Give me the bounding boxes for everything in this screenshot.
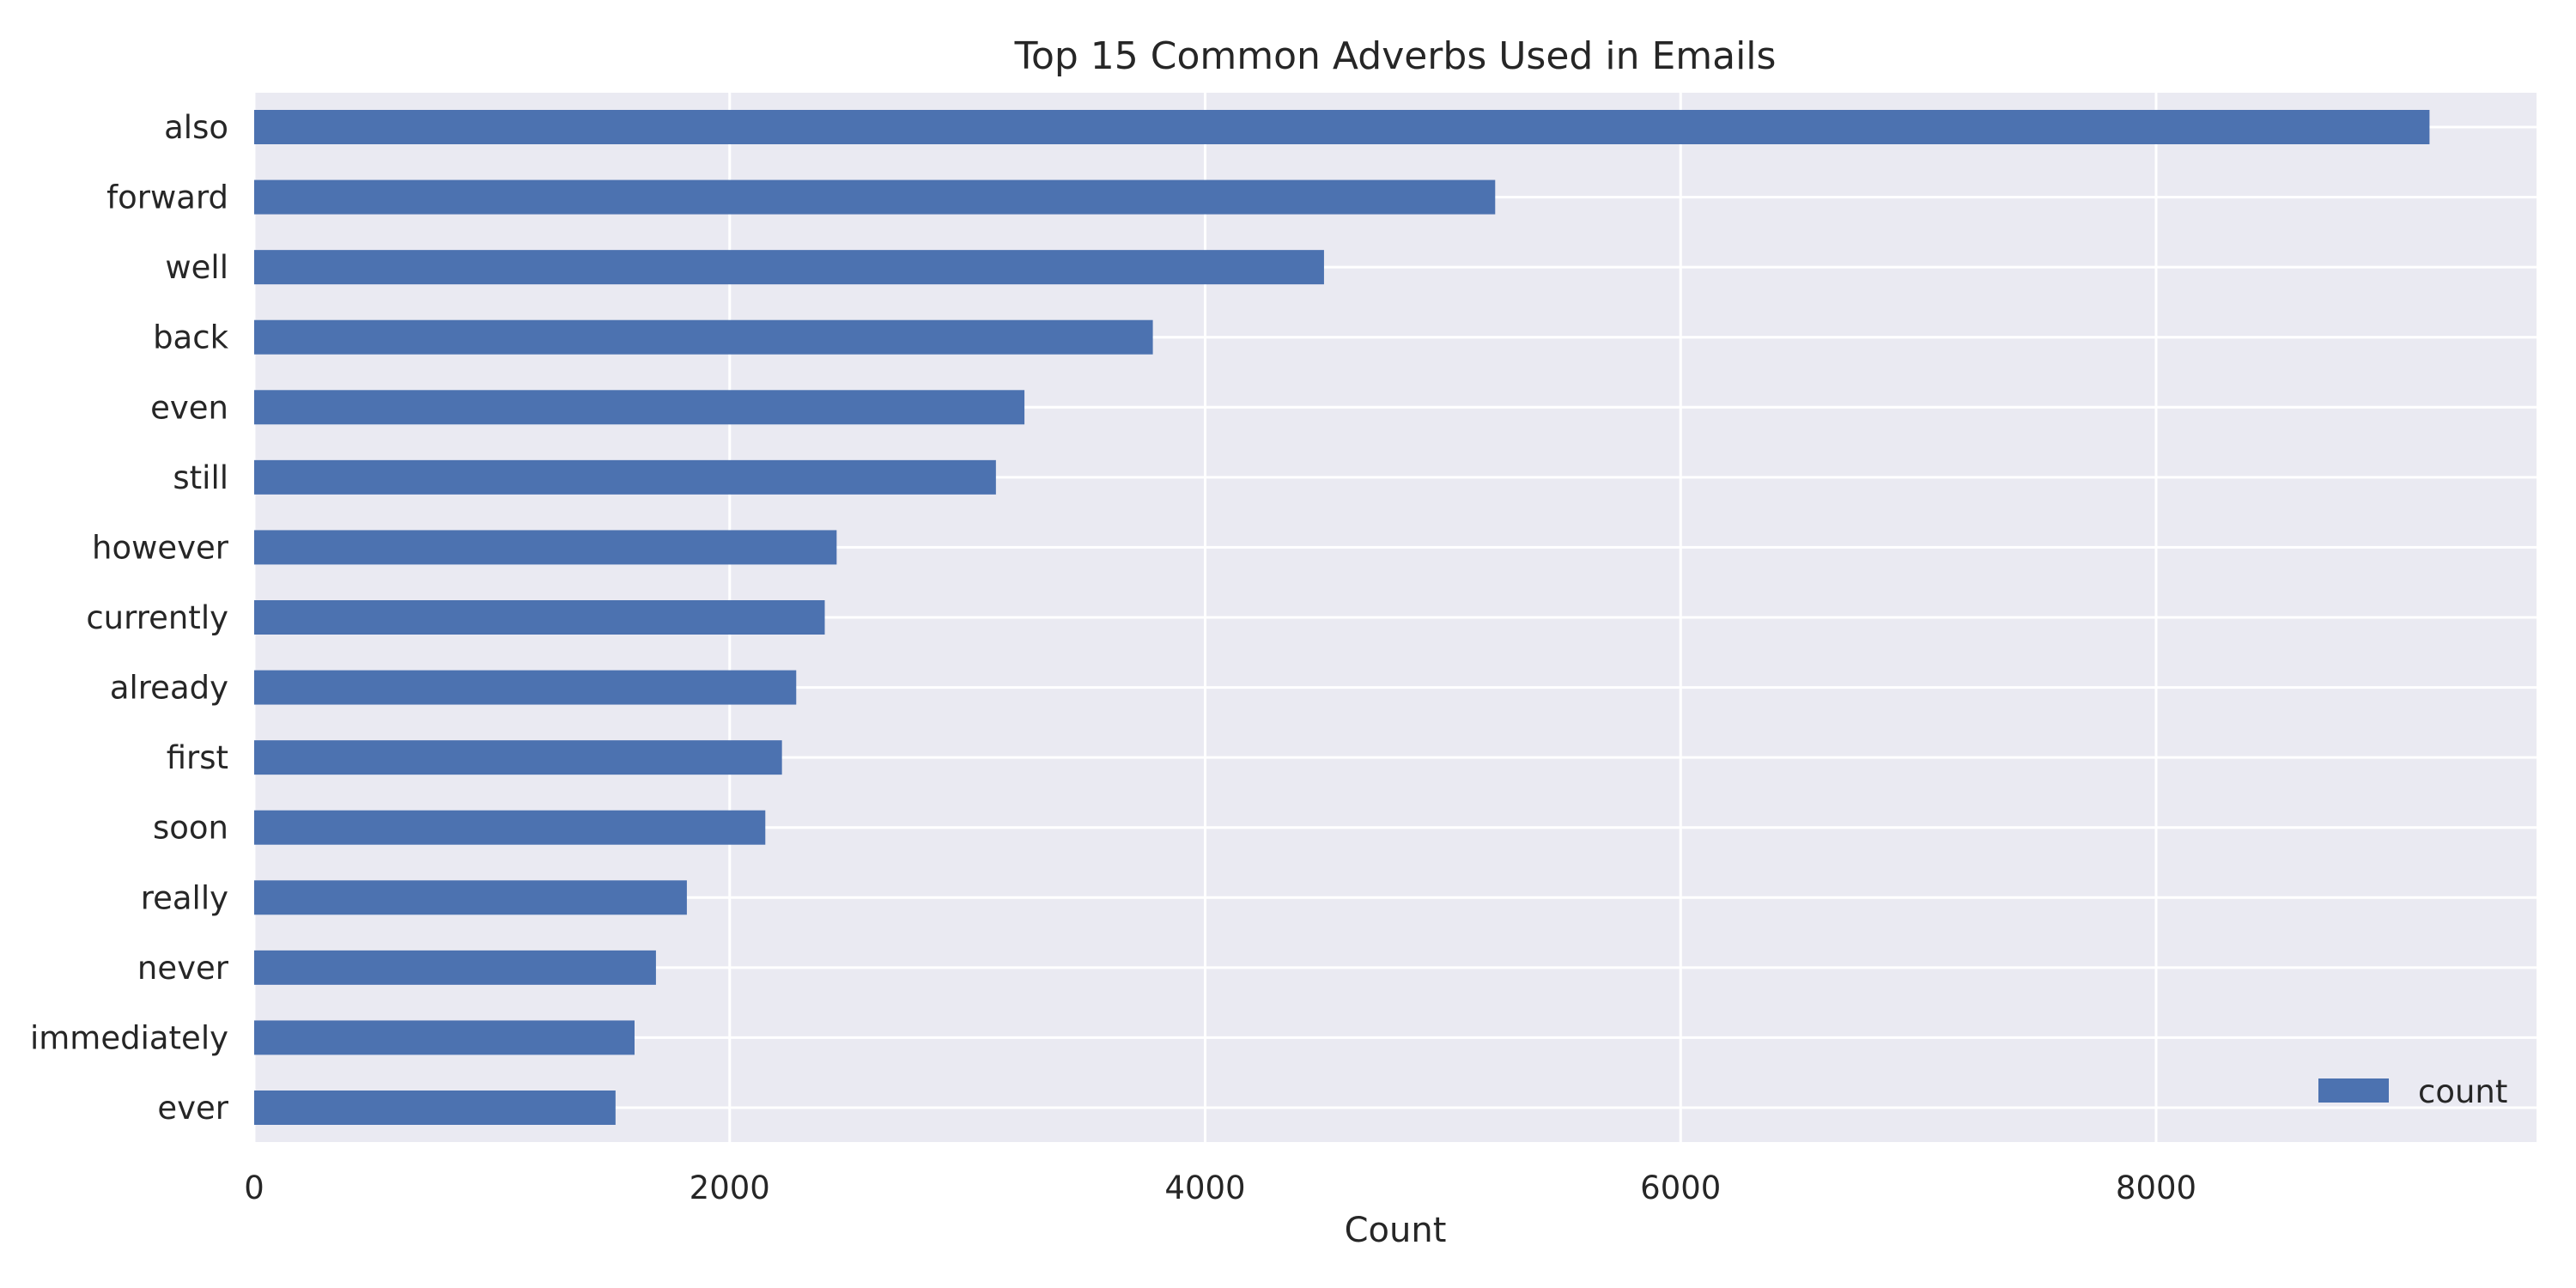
x-tick-label: 4000	[1164, 1170, 1245, 1206]
bar-already	[254, 670, 797, 705]
bar-well	[254, 250, 1324, 285]
x-tick-label: 6000	[1640, 1170, 1721, 1206]
bar-still	[254, 459, 996, 495]
bar-immediately	[254, 1020, 635, 1055]
bar-back	[254, 319, 1153, 355]
y-axis-tick-labels: also forward well back even still however curre…	[30, 109, 229, 1127]
y-tick-label: soon	[153, 810, 228, 847]
legend-swatch	[2318, 1078, 2389, 1103]
bar-currently	[254, 600, 825, 635]
legend: count	[2318, 1073, 2507, 1110]
y-tick-label: back	[153, 319, 229, 356]
legend-label: count	[2418, 1073, 2507, 1110]
chart-title: Top 15 Common Adverbs Used in Emails	[1014, 34, 1777, 78]
y-tick-label: forward	[106, 179, 228, 216]
x-tick-label: 2000	[690, 1170, 770, 1206]
y-tick-label: even	[150, 389, 228, 426]
x-axis-tick-labels: 0 2000 4000 6000 8000	[244, 1170, 2196, 1206]
bar-soon	[254, 810, 766, 845]
x-tick-label: 0	[244, 1170, 264, 1206]
y-tick-label: first	[167, 739, 228, 776]
y-tick-label: ever	[157, 1090, 228, 1127]
y-tick-label: however	[92, 529, 229, 566]
y-tick-label: well	[165, 249, 228, 286]
bar-first	[254, 740, 782, 775]
bar-really	[254, 880, 687, 915]
bar-however	[254, 530, 837, 565]
y-tick-label: really	[141, 879, 228, 916]
y-tick-label: immediately	[30, 1019, 228, 1056]
bar-forward	[254, 179, 1496, 215]
bar-never	[254, 950, 656, 985]
x-tick-label: 8000	[2116, 1170, 2196, 1206]
bar-ever	[254, 1091, 616, 1125]
x-axis-label: Count	[1345, 1211, 1447, 1250]
bar-even	[254, 390, 1025, 425]
y-tick-label: never	[137, 950, 229, 987]
y-tick-label: already	[110, 670, 228, 707]
bar-also	[254, 110, 2430, 144]
bars	[254, 110, 2430, 1125]
y-tick-label: currently	[86, 599, 228, 636]
y-tick-label: also	[164, 109, 228, 146]
y-tick-label: still	[173, 459, 228, 496]
